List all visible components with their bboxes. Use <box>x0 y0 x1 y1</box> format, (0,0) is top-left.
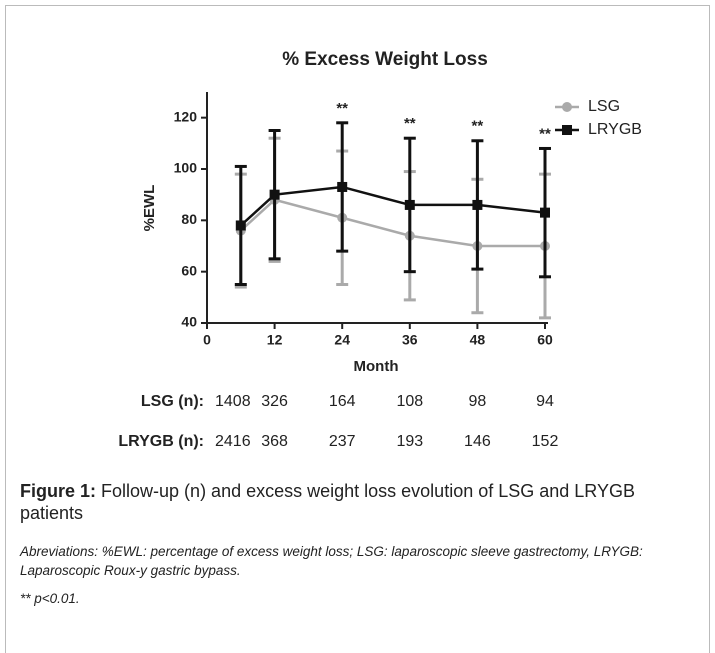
x-tick-label: 12 <box>267 332 283 348</box>
x-tick-label: 0 <box>203 332 211 348</box>
row-value: 1408 <box>215 393 251 410</box>
marker <box>269 189 280 200</box>
x-tick-label: 24 <box>334 332 350 348</box>
legend-label: LSG <box>588 98 620 115</box>
row-value: 326 <box>261 393 288 410</box>
series-line <box>239 198 545 248</box>
note: ** p<0.01. <box>20 591 80 606</box>
row-value: 164 <box>329 393 356 410</box>
row-value: 237 <box>329 433 356 450</box>
row-value: 146 <box>464 433 491 450</box>
x-tick-label: 48 <box>470 332 486 348</box>
legend-label: LRYGB <box>588 121 642 138</box>
row-value: 98 <box>469 393 487 410</box>
row-value: 368 <box>261 433 288 450</box>
chart-title: % Excess Weight Loss <box>282 49 488 70</box>
y-tick-label: 60 <box>181 262 197 278</box>
caption-text: Follow-up (n) and excess weight loss evo… <box>20 481 635 523</box>
marker <box>540 207 550 218</box>
y-tick-label: 40 <box>181 314 197 330</box>
row-value: 2416 <box>215 433 251 450</box>
annotation: ** <box>472 118 484 135</box>
row-value: 152 <box>532 433 559 450</box>
caption-label: Figure 1: <box>20 481 97 501</box>
marker <box>472 199 483 210</box>
series-line <box>239 185 546 227</box>
row-value: 94 <box>536 393 554 410</box>
frame <box>5 5 710 653</box>
caption: Figure 1: Follow-up (n) and excess weigh… <box>20 480 700 524</box>
x-tick-label: 36 <box>402 332 418 348</box>
legend-marker <box>562 102 572 112</box>
x-tick-label: 60 <box>537 332 553 348</box>
row-value: 108 <box>396 393 423 410</box>
y-axis-label: %EWL <box>141 185 158 232</box>
annotation: ** <box>539 125 551 142</box>
y-tick-label: 80 <box>181 211 197 227</box>
row-value: 193 <box>396 433 423 450</box>
row-label: LSG (n): <box>141 393 204 410</box>
row-label: LRYGB (n): <box>118 433 204 450</box>
y-tick-label: 120 <box>174 108 198 124</box>
marker <box>404 199 415 210</box>
x-axis-label: Month <box>354 358 399 375</box>
annotation: ** <box>336 100 348 117</box>
legend-marker <box>562 125 572 135</box>
y-tick-label: 100 <box>174 160 198 176</box>
marker <box>235 220 246 231</box>
abbreviations: Abreviations: %EWL: percentage of excess… <box>20 544 643 578</box>
annotation: ** <box>404 115 416 132</box>
marker <box>337 181 348 192</box>
